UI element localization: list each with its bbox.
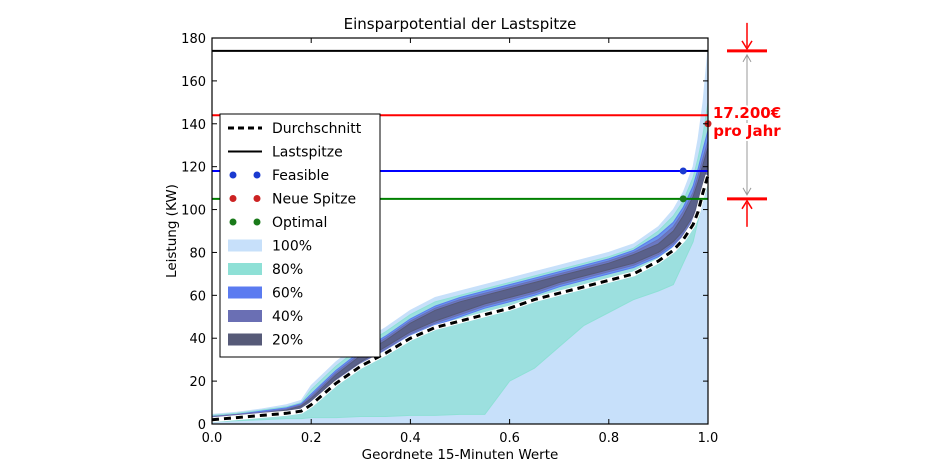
point-feasible [679, 167, 687, 175]
savings-annotation: 17.200€pro Jahr [711, 22, 783, 227]
legend: Durchschnitt Lastspitze Feasible Neue Spitz… [219, 113, 381, 358]
legend-swatch-patch [228, 333, 262, 346]
legend-swatch-patch [228, 310, 262, 322]
legend-label: Lastspitze [272, 145, 343, 161]
legend-swatch-dot [229, 171, 237, 179]
annotation-arrowhead-top [741, 40, 753, 51]
plot-frame [211, 37, 709, 425]
y-tick-label: 120 [181, 161, 206, 176]
legend-swatch-dot [253, 218, 261, 226]
annotation-span-head-top [742, 53, 752, 63]
point-optimal [679, 195, 687, 203]
y-tick-label: 20 [189, 375, 206, 390]
x-axis-label: Geordnete 15-Minuten Werte [362, 447, 559, 463]
y-tick-label: 0 [198, 418, 206, 433]
x-axis-ticks: 0.0 0.2 0.4 0.6 0.8 1.0 [202, 38, 719, 446]
x-tick-label: 0.0 [202, 431, 223, 446]
legend-label: 40% [272, 309, 303, 325]
legend-label: 100% [272, 239, 312, 255]
legend-swatch-dot [229, 195, 237, 202]
y-tick-label: 140 [181, 118, 206, 133]
annotation-span-head-bottom [742, 187, 752, 196]
legend-label: Feasible [272, 168, 329, 184]
legend-swatch-patch [228, 263, 262, 275]
y-tick-label: 180 [181, 32, 206, 47]
savings-period: pro Jahr [713, 122, 781, 140]
legend-label: Neue Spitze [272, 192, 356, 208]
y-tick-label: 100 [181, 204, 206, 219]
legend-label: 20% [272, 333, 303, 349]
legend-swatch-dot [229, 218, 237, 226]
y-axis-label: Leistung (KW) [164, 184, 180, 278]
y-tick-label: 80 [189, 246, 206, 261]
mean-line [211, 174, 710, 422]
x-tick-label: 0.2 [301, 431, 322, 446]
legend-swatch-patch [228, 286, 262, 299]
savings-amount: 17.200€ [713, 104, 781, 122]
y-tick-label: 60 [189, 289, 206, 304]
marker-points [679, 120, 712, 203]
legend-label: 60% [272, 286, 303, 302]
y-axis-ticks: 0 20 40 60 80 100 120 140 160 180 [181, 32, 708, 433]
legend-swatch-patch [228, 239, 262, 252]
annotation-arrowhead-bottom [741, 199, 753, 210]
legend-label: 80% [272, 262, 303, 278]
y-tick-label: 160 [181, 75, 206, 90]
legend-swatch-dot [253, 195, 261, 202]
x-tick-label: 0.4 [400, 431, 421, 446]
x-tick-label: 0.8 [598, 431, 619, 446]
legend-label: Optimal [272, 215, 327, 231]
legend-swatch-dot [253, 171, 261, 179]
legend-label: Durchschnitt [272, 121, 362, 137]
x-tick-label: 0.6 [499, 431, 520, 446]
x-tick-label: 1.0 [698, 431, 719, 446]
y-tick-label: 40 [189, 332, 206, 347]
chart-title: Einsparpotential der Lastspitze [344, 15, 577, 33]
series-lines [211, 174, 711, 423]
